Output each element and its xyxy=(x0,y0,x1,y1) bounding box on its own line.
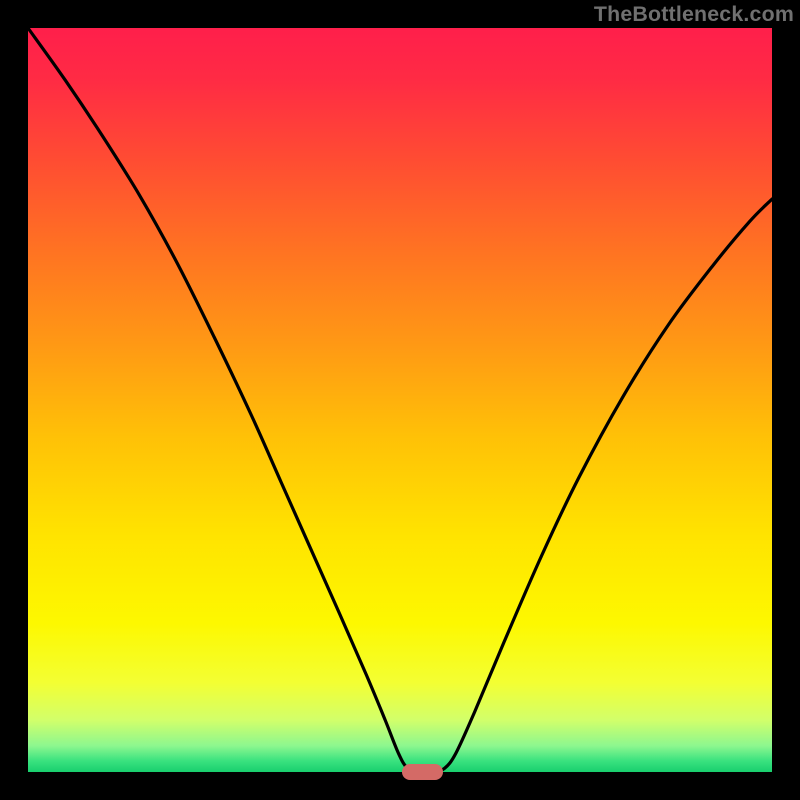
bottleneck-curve xyxy=(28,28,772,772)
watermark-text: TheBottleneck.com xyxy=(594,2,794,27)
minimum-marker xyxy=(402,764,443,780)
chart-area xyxy=(28,28,772,772)
